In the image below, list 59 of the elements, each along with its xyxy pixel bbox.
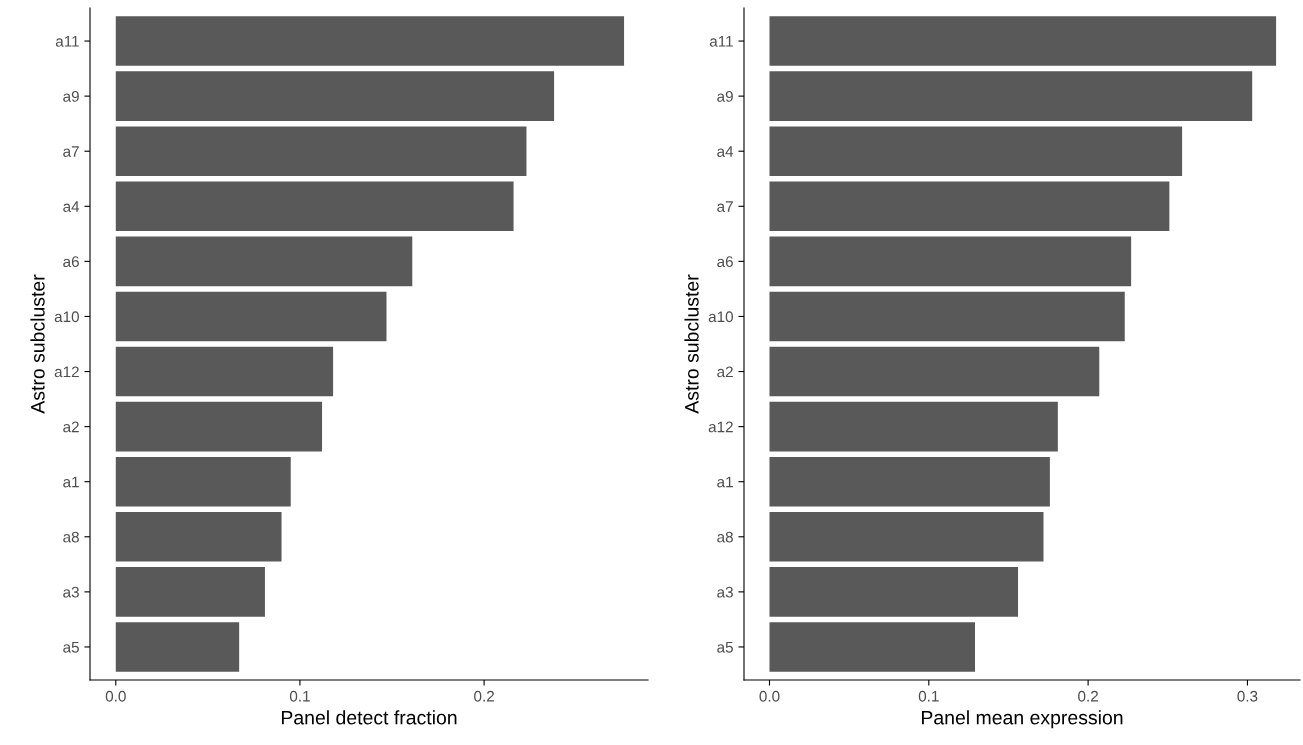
bar [115,456,291,507]
x-tick-label: 0.0 [759,690,780,702]
bar [769,567,1019,617]
y-axis-title: Astro subcluster [684,274,699,414]
y-tick-label: a12 [54,366,79,378]
y-tick-label: a7 [717,201,733,212]
bar [115,291,387,342]
y-tick-label: a8 [717,531,733,543]
x-tick-label: 0.0 [105,690,126,702]
y-tick-label: a5 [63,641,79,653]
y-tick-label: a12 [708,421,733,433]
bar [769,126,1183,176]
y-axis-title: Astro subcluster [30,274,45,414]
bar [115,126,527,176]
y-tick-label: a9 [717,91,733,102]
bar [115,16,625,66]
y-tick-label: a3 [63,586,79,598]
bar [769,622,975,672]
bar [115,236,413,287]
bar [115,71,555,121]
y-tick-label: a8 [63,531,79,543]
bar [115,622,240,672]
bar [115,401,323,452]
x-axis-title: Panel detect fraction [281,710,457,725]
y-tick-label: a1 [63,476,79,488]
x-tick-label: 0.3 [1237,690,1258,702]
bar [769,16,1277,66]
x-tick-label: 0.1 [289,690,310,702]
y-tick-label: a2 [63,421,79,433]
bar [769,236,1132,287]
bar [769,346,1100,397]
bar [769,512,1044,562]
y-tick-label: a6 [717,256,733,268]
y-tick-label: a7 [63,146,79,157]
bar [115,346,334,397]
bar [115,181,514,232]
y-tick-label: a6 [63,256,79,268]
y-tick-label: a10 [54,311,79,323]
bar [769,71,1253,121]
bar [769,401,1058,452]
bar [115,567,265,617]
y-tick-label: a11 [55,36,79,47]
bar [769,456,1050,507]
bar [769,181,1170,232]
y-tick-label: a1 [717,476,733,488]
x-tick-label: 0.2 [474,690,494,702]
y-tick-label: a5 [717,641,733,653]
y-tick-label: a11 [709,36,733,47]
bar [115,512,282,562]
y-tick-label: a4 [63,201,80,212]
y-tick-label: a3 [717,586,733,598]
x-tick-label: 0.1 [918,690,939,702]
bar [769,291,1125,342]
x-tick-label: 0.2 [1078,690,1098,702]
y-tick-label: a4 [717,146,734,157]
x-axis-title: Panel mean expression [922,710,1123,729]
y-tick-label: a10 [708,311,733,323]
y-tick-label: a2 [717,366,733,378]
y-tick-label: a9 [63,91,79,102]
